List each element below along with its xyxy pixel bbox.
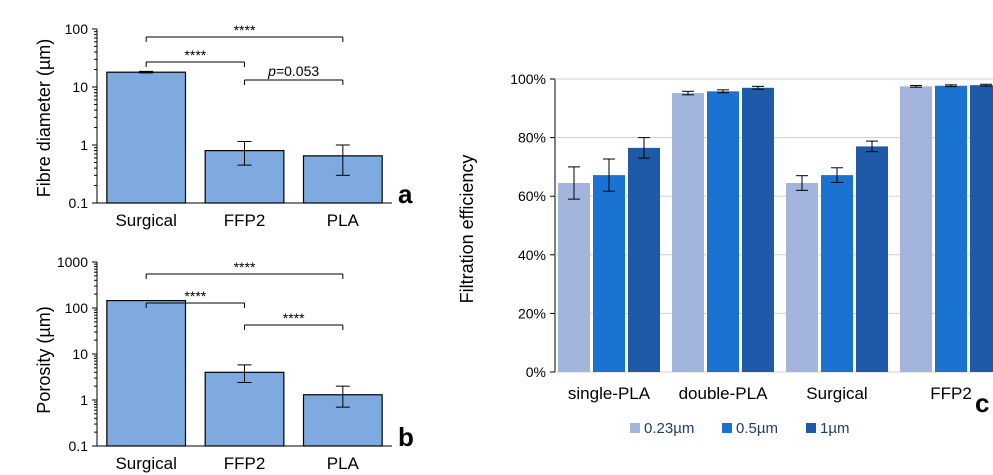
- y-tick-label: 40%: [518, 247, 546, 263]
- y-tick-label: 0.1: [69, 195, 89, 211]
- significance-label: ****: [234, 22, 256, 38]
- bar-surgical-2: [856, 146, 888, 372]
- significance-label: ****: [283, 310, 305, 326]
- panel-b-ylabel: Porosity (µm): [34, 306, 54, 413]
- bar-surgical: [106, 299, 187, 447]
- bar-pla: [302, 155, 383, 204]
- x-category-label: Surgical: [806, 384, 867, 403]
- legend-swatch-1: [722, 423, 732, 433]
- bar-single-pla-1: [593, 175, 625, 372]
- y-tick-label: 60%: [518, 188, 546, 204]
- legend-swatch-2: [806, 423, 816, 433]
- x-category-label: PLA: [327, 454, 360, 473]
- bar-ffp2-0: [900, 86, 932, 372]
- significance-label: ****: [184, 47, 206, 63]
- y-tick-label: 1000: [57, 254, 88, 270]
- x-category-label: FFP2: [224, 454, 266, 473]
- x-category-label: Surgical: [115, 211, 176, 230]
- bar-double-pla-0: [672, 93, 704, 373]
- y-tick-label: 1: [80, 137, 88, 153]
- legend-label-2: 1µm: [820, 420, 849, 437]
- x-category-label: FFP2: [930, 384, 972, 403]
- bar-ffp2-1: [935, 85, 967, 372]
- y-tick-label: 80%: [518, 130, 546, 146]
- panel-c-ylabel: Filtration efficiency: [457, 155, 477, 304]
- bar-single-pla-0: [558, 183, 590, 372]
- x-category-label: single-PLA: [568, 384, 651, 403]
- y-tick-label: 10: [72, 79, 88, 95]
- bar-ffp2: [204, 150, 285, 204]
- significance-label: ****: [234, 259, 256, 275]
- y-tick-label: 100: [65, 21, 89, 37]
- significance-label: ****: [184, 288, 206, 304]
- significance-label-value: =0.053: [276, 63, 319, 79]
- bar-double-pla-2: [742, 87, 774, 372]
- y-tick-label: 1: [80, 392, 88, 408]
- x-category-label: FFP2: [224, 211, 266, 230]
- y-tick-label: 100%: [510, 71, 546, 87]
- bar-single-pla-2: [628, 147, 660, 372]
- bar-ffp2: [204, 371, 285, 447]
- x-category-label: double-PLA: [679, 384, 769, 403]
- bar-pla: [302, 394, 383, 447]
- panel-a-label: a: [398, 179, 413, 209]
- y-tick-label: 100: [65, 300, 89, 316]
- legend-swatch-0: [630, 423, 640, 433]
- y-tick-label: 0%: [526, 364, 546, 380]
- panel-c-label: c: [975, 388, 989, 418]
- significance-label: p=0.053: [267, 63, 319, 79]
- x-category-label: Surgical: [115, 454, 176, 473]
- bar-surgical-1: [821, 175, 853, 372]
- y-tick-label: 20%: [518, 305, 546, 321]
- bar-surgical-0: [786, 183, 818, 372]
- bar-surgical: [106, 71, 187, 204]
- y-tick-label: 10: [72, 346, 88, 362]
- bar-ffp2-2: [970, 85, 993, 372]
- panel-a-chart: Fibre diameter (µm) a 0.1 1 10 100 Surgical F…: [34, 21, 413, 230]
- x-category-label: PLA: [327, 211, 360, 230]
- panel-b-chart: Porosity (µm) b 0.1 1 10 100 1000 Surgical FFP…: [34, 254, 414, 473]
- significance-label-p: p: [267, 63, 276, 79]
- panel-b-label: b: [398, 422, 414, 452]
- bar-double-pla-1: [707, 91, 739, 372]
- panel-c-chart: Filtration efficiency c 0% 20% 40% 60% 80% 10…: [457, 71, 993, 437]
- legend-label-0: 0.23µm: [644, 420, 694, 437]
- legend-label-1: 0.5µm: [736, 420, 778, 437]
- panel-a-ylabel: Fibre diameter (µm): [34, 39, 54, 197]
- y-tick-label: 0.1: [69, 438, 89, 454]
